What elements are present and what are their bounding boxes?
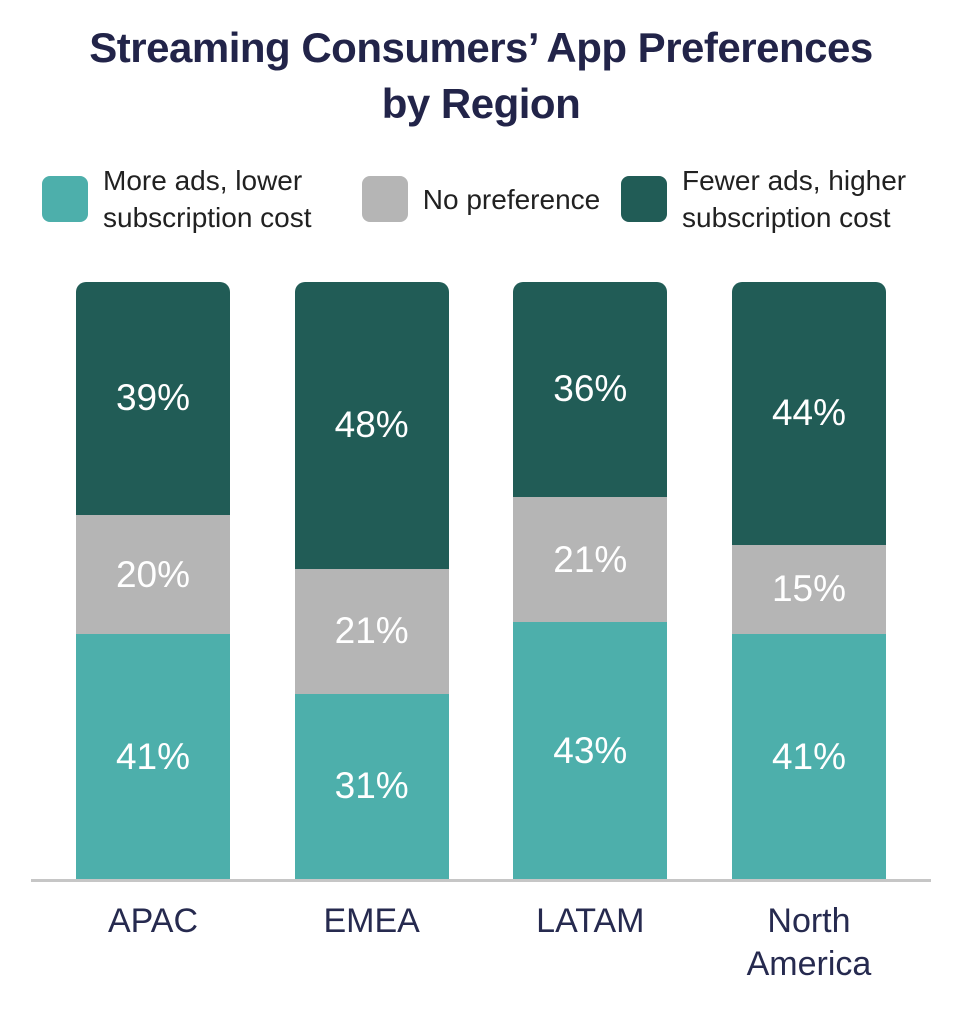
bar-segment: 41% [731,634,886,879]
bar-emea: 48% 21% 31% [294,282,449,879]
bar-latam: 36% 21% 43% [513,282,668,879]
bar-segment: 20% [76,514,230,635]
chart-title-line2: by Region [381,80,581,127]
segment-value-label: 41% [115,735,191,777]
bar-apac: 39% 20% 41% [76,282,230,879]
legend-item-more-ads: More ads, lower subscription cost [42,162,341,236]
bar-segment: 41% [76,634,230,879]
bar-north-america: 44% 15% 41% [731,282,886,879]
segment-value-label: 21% [334,610,409,652]
x-axis-line [31,879,931,882]
bar-segment: 36% [513,282,668,497]
bar-segment: 15% [731,544,886,635]
category-label: LATAM [536,902,645,940]
chart-title: Streaming Consumers’ App Preferences by R… [0,20,962,132]
legend: More ads, lower subscription cost No pre… [42,162,920,236]
bar-segment: 31% [294,693,449,879]
segment-value-label: 41% [771,735,846,777]
category-labels: APAC EMEA LATAM North America [76,900,886,986]
segment-value-label: 15% [771,568,846,610]
bar-segment: 48% [294,282,449,569]
category-label: APAC [107,902,199,940]
bar-segment: 21% [294,568,449,694]
legend-swatch-more-ads [42,176,88,222]
segment-value-label: 20% [115,553,191,595]
bar-segment: 39% [76,282,230,515]
bar-segment: 43% [513,622,668,879]
segment-value-label: 31% [334,765,409,807]
bars-area: 39% 20% 41% 48% 21% 31% 36% 21% 43% 44% 15% 41% [76,282,886,879]
category-label: North America [746,902,872,983]
legend-label-more-ads: More ads, lower subscription cost [103,165,312,233]
legend-label-no-preference: No preference [422,183,601,215]
category-label: EMEA [323,902,420,940]
segment-value-label: 36% [553,368,628,410]
bar-segment: 21% [513,496,668,623]
segment-value-label: 48% [334,404,409,446]
stacked-bar-chart: 39% 20% 41% 48% 21% 31% 36% 21% 43% 44% 15% 41% APA… [0,282,962,986]
legend-item-no-preference: No preference [361,176,601,222]
legend-label-fewer-ads: Fewer ads, higher subscription cost [682,165,907,233]
bar-segment: 44% [731,282,886,545]
legend-swatch-no-preference [361,176,408,222]
segment-value-label: 43% [553,729,628,771]
legend-swatch-fewer-ads [621,176,667,222]
legend-item-fewer-ads: Fewer ads, higher subscription cost [621,162,920,236]
segment-value-label: 39% [115,377,191,419]
segment-value-label: 44% [771,392,846,434]
segment-value-label: 21% [553,538,628,580]
chart-title-line1: Streaming Consumers’ App Preferences [89,24,873,71]
